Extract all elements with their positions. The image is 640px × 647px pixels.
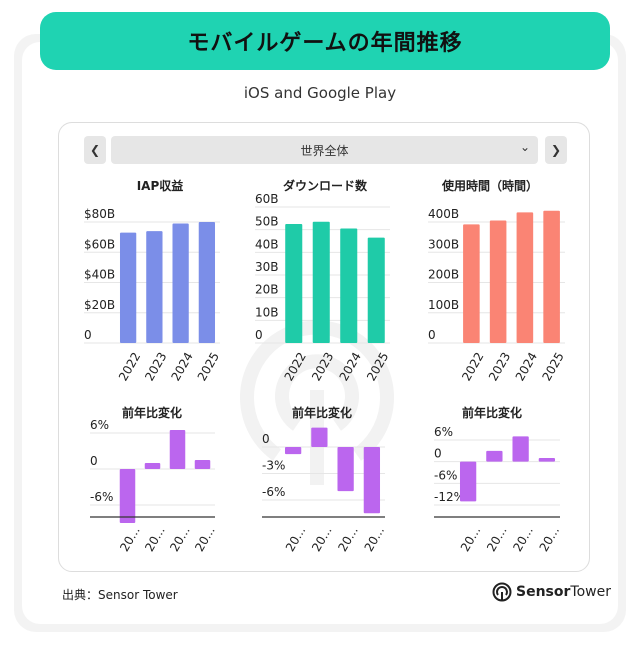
- bar: [311, 427, 328, 447]
- x-tick-label: 20...: [167, 524, 192, 554]
- brand-name-light: Tower: [570, 584, 611, 600]
- y-tick-label: 100B: [428, 298, 459, 312]
- x-tick-label: 2025: [195, 350, 222, 383]
- y-tick-label: 200B: [428, 268, 459, 282]
- x-tick-label: 2025: [539, 350, 566, 383]
- bar: [543, 210, 560, 343]
- x-tick-label: 20...: [537, 524, 562, 554]
- bar: [486, 450, 503, 462]
- bar: [119, 232, 137, 343]
- brand-name: SensorTower: [516, 584, 611, 600]
- x-tick-label: 20...: [484, 524, 509, 554]
- x-tick-label: 20...: [192, 524, 217, 554]
- x-tick-label: 2024: [337, 350, 364, 383]
- y-tick-label: 10B: [255, 305, 279, 319]
- bar: [198, 222, 216, 343]
- y-tick-label: -6%: [434, 468, 457, 482]
- brand-logo: SensorTower: [492, 582, 611, 602]
- y-tick-label: 50B: [255, 215, 279, 229]
- bar: [367, 237, 385, 343]
- y-tick-label: -3%: [262, 459, 285, 473]
- bar: [194, 460, 211, 469]
- chart-title: 使用時間（時間）: [441, 178, 538, 193]
- bar: [512, 436, 529, 462]
- bar: [284, 447, 302, 455]
- brand-name-bold: Sensor: [516, 584, 571, 600]
- title-banner: モバイルゲームの年間推移: [40, 12, 610, 70]
- region-selected-value: 世界全体: [300, 143, 349, 158]
- y-tick-label: $20B: [84, 298, 115, 312]
- x-tick-label: 20...: [510, 524, 535, 554]
- y-tick-label: 400B: [428, 207, 459, 221]
- prev-region-button[interactable]: ❮: [84, 136, 106, 164]
- chart-title: ダウンロード数: [283, 178, 368, 193]
- y-tick-label: 0: [255, 328, 263, 342]
- x-tick-label: 2024: [513, 350, 540, 383]
- bar: [169, 430, 186, 469]
- bar: [363, 447, 381, 514]
- y-tick-label: 30B: [255, 260, 279, 274]
- charts-panel: [58, 122, 590, 572]
- y-tick-label: 0: [428, 328, 436, 342]
- y-tick-label: $40B: [84, 268, 115, 282]
- x-tick-label: 2024: [168, 350, 195, 383]
- bar: [172, 223, 189, 343]
- y-tick-label: $80B: [84, 207, 115, 221]
- x-tick-label: 20...: [458, 524, 483, 554]
- y-tick-label: 0: [262, 432, 270, 446]
- chevron-down-icon: ⌄: [519, 140, 530, 154]
- bar: [516, 212, 534, 343]
- y-tick-label: 6%: [434, 425, 453, 439]
- chart-title: IAP収益: [137, 178, 184, 193]
- y-tick-label: 6%: [90, 418, 109, 432]
- x-tick-label: 20...: [309, 524, 334, 554]
- page-title: モバイルゲームの年間推移: [187, 31, 463, 56]
- region-dropdown[interactable]: 世界全体 ⌄: [111, 136, 538, 164]
- x-tick-label: 2022: [459, 350, 486, 383]
- chevron-right-icon: ❯: [550, 143, 562, 157]
- source-note: 出典：Sensor Tower: [62, 588, 178, 602]
- page-subtitle: iOS and Google Play: [243, 84, 397, 102]
- y-tick-label: 0: [84, 328, 92, 342]
- bar: [285, 224, 303, 343]
- bar: [312, 221, 330, 343]
- y-tick-label: -6%: [90, 490, 113, 504]
- y-tick-label: 20B: [255, 283, 279, 297]
- x-tick-label: 20...: [335, 524, 360, 554]
- bar: [538, 458, 556, 462]
- x-tick-label: 2023: [486, 350, 513, 383]
- x-tick-label: 2022: [282, 350, 309, 383]
- bar: [340, 228, 358, 343]
- y-tick-label: -6%: [262, 485, 285, 499]
- y-tick-label: 300B: [428, 237, 459, 251]
- x-tick-label: 2023: [309, 350, 336, 383]
- x-tick-label: 20...: [117, 524, 142, 554]
- y-tick-label: 60B: [255, 192, 279, 206]
- bar: [463, 224, 480, 343]
- bar: [459, 461, 477, 502]
- chart-title: 前年比変化: [292, 405, 352, 420]
- bar: [144, 463, 161, 469]
- chart-title: 前年比変化: [462, 405, 522, 420]
- x-tick-label: 20...: [283, 524, 308, 554]
- x-tick-label: 20...: [142, 524, 167, 554]
- bar: [337, 447, 354, 492]
- x-tick-label: 2023: [142, 350, 169, 383]
- x-tick-label: 20...: [362, 524, 387, 554]
- y-tick-label: 0: [90, 454, 98, 468]
- bar: [489, 220, 507, 343]
- y-tick-label: $60B: [84, 237, 115, 251]
- bar: [119, 469, 136, 523]
- next-region-button[interactable]: ❯: [545, 136, 567, 164]
- x-tick-label: 2025: [364, 350, 391, 383]
- sensor-tower-logo-icon: [492, 582, 512, 602]
- y-tick-label: 40B: [255, 237, 279, 251]
- y-tick-label: -12%: [434, 490, 465, 504]
- x-tick-label: 2022: [116, 350, 143, 383]
- bar: [146, 231, 163, 343]
- chart-title: 前年比変化: [122, 405, 182, 420]
- chevron-left-icon: ❮: [89, 143, 101, 157]
- y-tick-label: 0: [434, 447, 442, 461]
